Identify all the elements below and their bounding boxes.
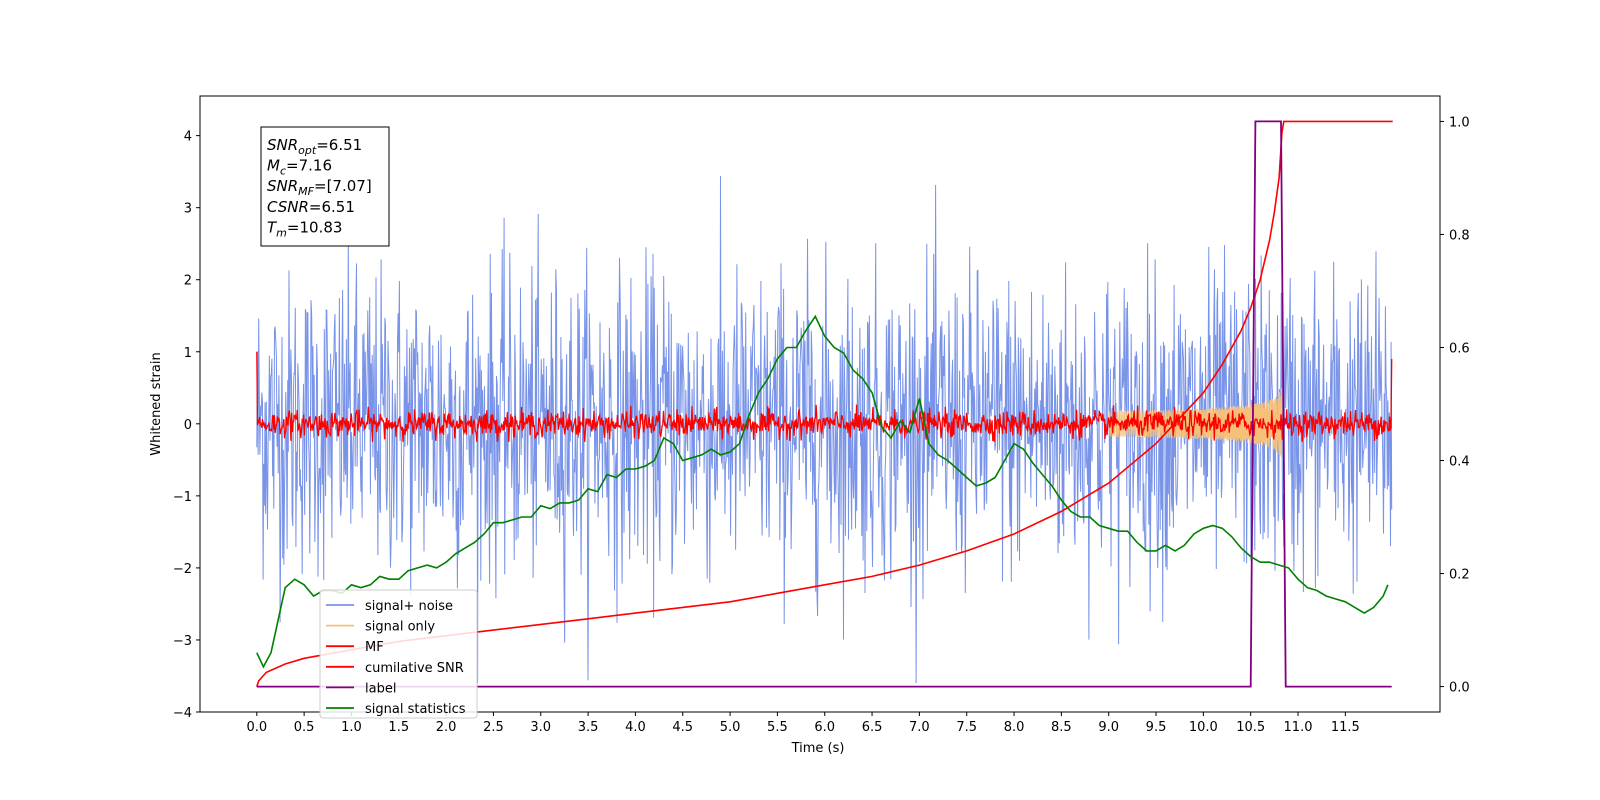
legend-label: signal+ noise [365, 599, 453, 614]
x-tick-label: 8.0 [1004, 720, 1025, 735]
info-line: Mc=7.16 [267, 157, 332, 178]
x-axis-label: Time (s) [791, 741, 845, 756]
signal-statistics-series [256, 314, 1389, 669]
info-subscript: m [276, 226, 287, 239]
label-series [256, 120, 1392, 688]
y-tick-label: 3 [184, 202, 192, 217]
info-line: SNRopt=6.51 [267, 136, 362, 157]
info-value: =10.83 [287, 218, 343, 236]
x-axis: 0.0 0.5 1.0 1.5 2.0 2.5 3.0 3.5 4.0 4.5 5.0 5.5 6.0 6… [246, 712, 1360, 735]
legend-label: label [365, 681, 396, 696]
info-value: =6.51 [309, 198, 355, 216]
y-tick-label: −2 [173, 562, 192, 577]
signal-noise-series [256, 176, 1393, 684]
info-value: =7.16 [286, 157, 332, 175]
info-value: =6.51 [316, 136, 362, 154]
x-tick-label: 5.5 [767, 720, 788, 735]
y2-tick-label: 0.0 [1449, 681, 1470, 696]
legend-label: signal statistics [365, 702, 466, 717]
x-tick-label: 4.5 [672, 720, 693, 735]
signal-noise-line [256, 176, 1393, 684]
info-line: SNRMF=[7.07] [267, 177, 372, 198]
x-tick-label: 4.0 [625, 720, 646, 735]
legend-label: cumilative SNR [365, 661, 464, 676]
info-symbol: M [267, 157, 280, 175]
y-tick-label: 4 [184, 130, 192, 145]
x-tick-label: 2.0 [436, 720, 457, 735]
x-tick-label: 9.0 [1098, 720, 1119, 735]
x-tick-label: 11.0 [1284, 720, 1313, 735]
signal-statistics-line [256, 314, 1389, 669]
x-tick-label: 1.0 [341, 720, 362, 735]
y2-tick-label: 0.6 [1449, 341, 1470, 356]
snr-info-box: SNRopt=6.51Mc=7.16SNRMF=[7.07]CSNR=6.51T… [260, 126, 390, 247]
x-tick-label: 10.0 [1189, 720, 1218, 735]
y-tick-label: 0 [184, 418, 192, 433]
x-tick-label: 0.0 [246, 720, 267, 735]
legend-box [319, 589, 478, 719]
y2-tick-label: 1.0 [1449, 115, 1470, 130]
mf-series [256, 351, 1393, 442]
mf-line [256, 351, 1393, 442]
info-symbol: T [267, 218, 278, 236]
x-tick-label: 2.5 [483, 720, 504, 735]
info-subscript: MF [298, 185, 314, 198]
x-tick-label: 3.0 [530, 720, 551, 735]
y2-tick-label: 0.2 [1449, 568, 1470, 583]
x-tick-label: 6.5 [862, 720, 883, 735]
info-symbol: SNR [267, 136, 298, 154]
label-line [256, 120, 1392, 688]
y-tick-label: −3 [173, 634, 192, 649]
y-tick-label: 2 [184, 274, 192, 289]
x-tick-label: 6.0 [814, 720, 835, 735]
info-subscript: c [280, 165, 286, 178]
x-tick-label: 8.5 [1051, 720, 1072, 735]
y-axis-right: 0.0 0.2 0.4 0.6 0.8 1.0 [1440, 115, 1470, 696]
x-tick-label: 11.5 [1331, 720, 1360, 735]
legend-label: MF [365, 640, 384, 655]
info-box-frame [260, 126, 390, 247]
x-tick-label: 3.5 [578, 720, 599, 735]
x-tick-label: 0.5 [294, 720, 315, 735]
y-tick-label: −4 [173, 706, 192, 721]
info-line: Tm=10.83 [267, 218, 342, 239]
x-tick-label: 7.0 [909, 720, 930, 735]
legend: signal+ noise signal only MF cumilative SNR… [319, 589, 478, 719]
info-line: CSNR=6.51 [267, 198, 355, 216]
y-axis-label: Whitened strain [149, 352, 164, 455]
y-axis-left: −4 −3 −2 −1 0 1 2 3 4 [173, 130, 200, 721]
plot-frame [199, 95, 1441, 713]
y-tick-label: −1 [173, 490, 192, 505]
x-tick-label: 9.5 [1146, 720, 1167, 735]
info-symbol: CSNR [267, 198, 309, 216]
info-subscript: opt [298, 144, 317, 157]
x-tick-label: 7.5 [956, 720, 977, 735]
info-value: =[7.07] [314, 177, 372, 195]
info-symbol: SNR [267, 177, 298, 195]
y2-tick-label: 0.8 [1449, 228, 1470, 243]
x-tick-label: 10.5 [1236, 720, 1265, 735]
y2-tick-label: 0.4 [1449, 455, 1470, 470]
x-tick-label: 1.5 [388, 720, 409, 735]
legend-label: signal only [365, 620, 435, 635]
y-tick-label: 1 [184, 346, 192, 361]
x-tick-label: 5.0 [720, 720, 741, 735]
